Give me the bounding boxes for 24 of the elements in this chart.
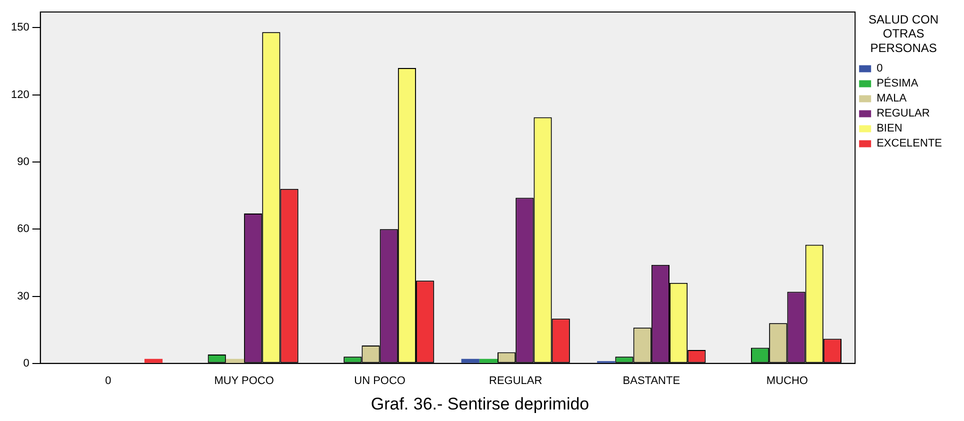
y-tick-label: 0 <box>23 357 30 370</box>
bar <box>461 358 480 363</box>
x-tick-label: 0 <box>105 375 112 388</box>
bar <box>144 358 163 363</box>
text: Graf. 36.- Sentirse deprimido <box>370 394 590 414</box>
legend-label: EXCELENTE <box>876 138 942 150</box>
y-tick-label: 60 <box>17 223 30 236</box>
y-tick-label: 90 <box>17 156 30 168</box>
x-tick-label: MUCHO <box>766 375 808 388</box>
legend-label: 0 <box>876 62 883 75</box>
x-tick-label: UN POCO <box>354 375 406 388</box>
legend-label: BIEN <box>876 122 902 135</box>
legend-label: PÉSIMA <box>876 76 919 90</box>
bar <box>226 358 244 363</box>
legend-label: REGULAR <box>876 108 930 120</box>
x-tick-label: MUY POCO <box>214 375 274 388</box>
y-tick-label: 150 <box>10 22 30 34</box>
y-tick-label: 120 <box>10 88 30 101</box>
x-tick-label: REGULAR <box>489 375 542 388</box>
x-tick-label: BASTANTE <box>622 375 680 388</box>
bar <box>479 358 498 363</box>
legend-title: SALUD CON OTRAS PERSONAS <box>868 12 939 56</box>
legend-label: MALA <box>876 92 908 105</box>
y-tick-label: 30 <box>17 290 30 302</box>
